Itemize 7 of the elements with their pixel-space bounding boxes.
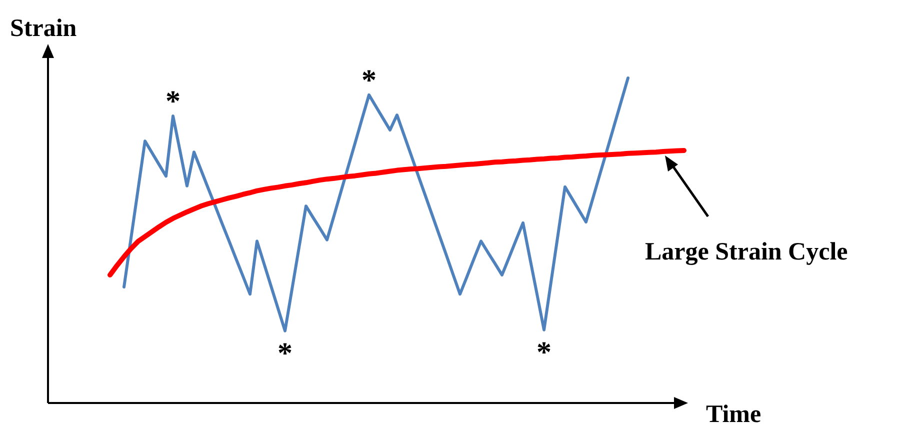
annotation: Large Strain Cycle [645, 238, 848, 266]
annotation: * [536, 336, 552, 369]
annotation: * [278, 336, 292, 370]
x-axis-title: Time [706, 401, 762, 428]
annotation: * [362, 64, 376, 97]
annotation: * [166, 85, 180, 118]
y-axis-title: Strain [10, 15, 77, 42]
